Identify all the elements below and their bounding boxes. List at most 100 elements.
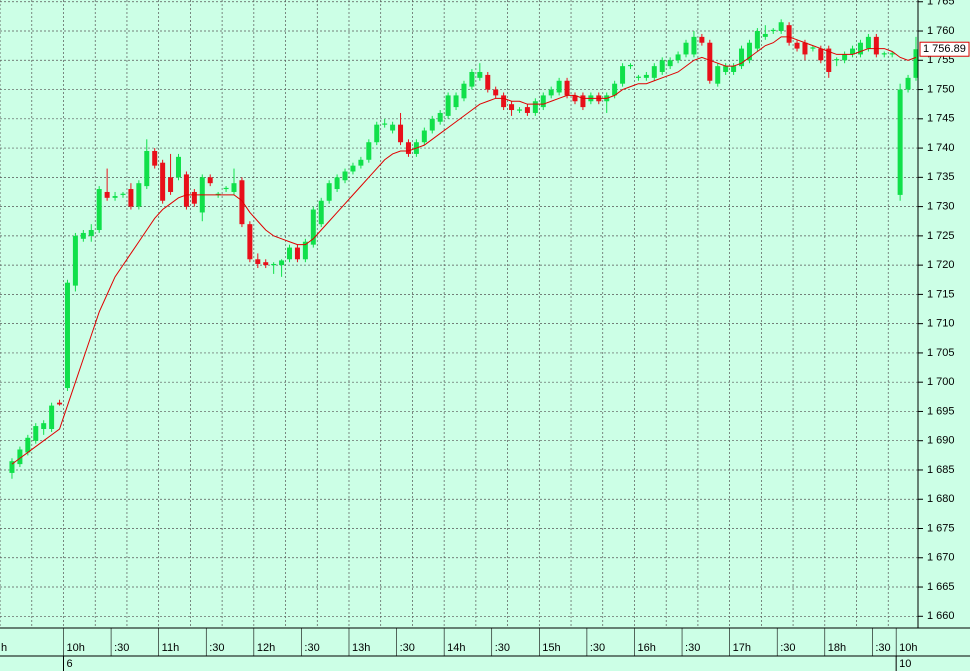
- x-tick-label: :30: [780, 642, 795, 654]
- candle-body: [850, 48, 856, 55]
- candle-body: [263, 262, 269, 266]
- y-tick-label: 1 675: [927, 522, 955, 534]
- y-tick-label: 1 760: [927, 25, 955, 37]
- candle-body: [651, 66, 657, 78]
- candle-body: [786, 25, 792, 43]
- candle-body: [160, 162, 166, 201]
- candle-body: [136, 183, 142, 207]
- candle-body: [540, 95, 546, 108]
- y-tick-label: 1 705: [927, 347, 955, 359]
- candle-body: [271, 263, 277, 266]
- x-tick-label: :30: [590, 642, 605, 654]
- candle-body: [834, 59, 840, 61]
- candle-body: [144, 151, 150, 187]
- candle-body: [294, 247, 300, 260]
- candle-body: [437, 112, 443, 122]
- candle-body: [223, 187, 229, 190]
- candle-body: [794, 42, 800, 49]
- candle-body: [667, 60, 673, 67]
- candle-body: [501, 95, 507, 108]
- candle-body: [810, 47, 816, 49]
- candle-body: [96, 189, 102, 231]
- candle-body: [358, 159, 364, 166]
- candle-body: [247, 224, 253, 260]
- candle-body: [746, 42, 752, 61]
- y-tick-label: 1 745: [927, 113, 955, 125]
- candle-body: [723, 66, 729, 72]
- candle-body: [762, 33, 768, 37]
- x-tick-label: 15h: [542, 642, 560, 654]
- y-tick-label: 1 690: [927, 435, 955, 447]
- x-tick-label: :30: [875, 642, 890, 654]
- candle-body: [17, 449, 23, 465]
- candle-body: [675, 54, 681, 61]
- y-tick-label: 1 670: [927, 552, 955, 564]
- y-tick-label: 1 680: [927, 493, 955, 505]
- candle-body: [889, 53, 895, 55]
- x-tick-label: 16h: [637, 642, 655, 654]
- candle-body: [80, 232, 86, 239]
- candle-body: [881, 53, 887, 55]
- candle-body: [41, 423, 47, 430]
- candle-body: [857, 42, 863, 55]
- candle-body: [461, 83, 467, 99]
- candle-body: [390, 124, 396, 131]
- candle-body: [580, 95, 586, 108]
- candle-body: [524, 107, 530, 113]
- candle-body: [326, 183, 332, 201]
- candle-body: [374, 124, 380, 143]
- candle-body: [556, 80, 562, 93]
- candle-body: [826, 48, 832, 72]
- candle-body: [120, 193, 126, 195]
- candle-body: [88, 230, 94, 236]
- candle-body: [564, 80, 570, 96]
- x-tick-label: 14h: [447, 642, 465, 654]
- x-tick-label: :30: [685, 642, 700, 654]
- x-tick-label: h: [1, 642, 7, 654]
- candle-body: [628, 64, 634, 67]
- candle-body: [382, 123, 388, 125]
- y-tick-label: 1 685: [927, 464, 955, 476]
- x-tick-label: 11h: [162, 642, 180, 654]
- y-tick-label: 1 695: [927, 405, 955, 417]
- y-tick-label: 1 665: [927, 581, 955, 593]
- x-tick-label: 10h: [67, 642, 85, 654]
- candle-body: [207, 177, 213, 184]
- candle-body: [104, 191, 110, 198]
- y-tick-label: 1 725: [927, 230, 955, 242]
- last-price-box: [919, 41, 970, 57]
- y-tick-label: 1 715: [927, 288, 955, 300]
- plot: [9, 19, 919, 479]
- candle-body: [287, 247, 293, 260]
- candle-body: [25, 437, 31, 453]
- candle-body: [302, 241, 308, 260]
- x-tick-label: 18h: [828, 642, 846, 654]
- x-tick-label: :30: [304, 642, 319, 654]
- y-tick-label: 1 710: [927, 318, 955, 330]
- candle-body: [770, 29, 776, 32]
- x-tick-label: 17h: [733, 642, 751, 654]
- x-tick-label: :30: [114, 642, 129, 654]
- candle-body: [405, 142, 411, 154]
- x-tick-label: :30: [495, 642, 510, 654]
- candle-body: [842, 54, 848, 61]
- candle-body: [818, 48, 824, 61]
- candle-body: [715, 66, 721, 84]
- y-tick-label: 1 740: [927, 142, 955, 154]
- candle-body: [659, 60, 665, 72]
- candle-body: [778, 22, 784, 32]
- candle-body: [865, 36, 871, 49]
- candle-body: [57, 402, 63, 405]
- candle-body: [548, 89, 554, 96]
- y-tick-label: 1 720: [927, 259, 955, 271]
- candle-body: [509, 104, 515, 111]
- candle-body: [913, 49, 919, 78]
- candle-body: [897, 89, 903, 195]
- candle-body: [64, 282, 70, 389]
- candle-body: [516, 109, 522, 111]
- candle-body: [9, 461, 15, 473]
- candle-body: [429, 118, 435, 131]
- candle-body: [635, 76, 641, 78]
- candle-body: [350, 165, 356, 172]
